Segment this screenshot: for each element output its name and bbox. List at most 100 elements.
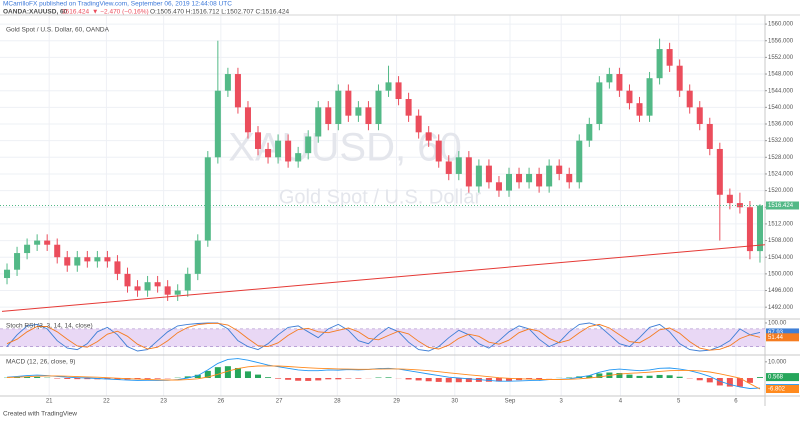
histogram-bar (194, 374, 201, 379)
x-tick-label: 21 (46, 399, 53, 405)
histogram-bar (596, 373, 603, 379)
candle-body (425, 132, 432, 141)
candle-body (14, 253, 21, 270)
histogram-bar (214, 367, 221, 379)
y-tick-label: 1544.000 (768, 88, 794, 94)
histogram-bar (244, 371, 251, 379)
y-tick-label: 10.000 (768, 359, 787, 365)
value-label: 67.93 (768, 330, 784, 336)
y-tick-label: 1508.000 (768, 238, 794, 244)
histogram-bar (74, 378, 81, 380)
candle-body (114, 261, 121, 274)
histogram-bar (626, 374, 633, 379)
x-tick-label: 23 (160, 399, 167, 405)
histogram-bar (455, 378, 462, 383)
candle-body (415, 115, 422, 133)
candle-body (485, 165, 492, 183)
histogram-bar (706, 378, 713, 383)
y-tick-label: 1548.000 (768, 72, 794, 78)
histogram-bar (285, 378, 292, 380)
histogram-bar (405, 378, 412, 380)
y-tick-label: 1500.000 (768, 271, 794, 277)
histogram-bar (84, 378, 91, 380)
candle-body (756, 205, 763, 252)
value-label: 0.568 (768, 375, 784, 381)
histogram-bar (415, 378, 422, 381)
footer: Created with TradingView (3, 411, 77, 418)
histogram-bar (275, 378, 282, 379)
x-tick-label: 29 (393, 399, 400, 405)
last-price: 1516.424 (62, 9, 89, 16)
x-tick-label: 22 (103, 399, 110, 405)
candle-body (275, 140, 282, 158)
histogram-bar (726, 378, 733, 387)
candle-body (546, 165, 553, 187)
y-tick-label: 1536.000 (768, 122, 794, 128)
histogram-bar (114, 378, 121, 380)
change: ▼ −2.470 (−0.16%) (92, 9, 149, 16)
candle-body (596, 82, 603, 124)
histogram-bar (666, 375, 673, 379)
indicator-line (6, 322, 761, 351)
candle-body (676, 65, 683, 91)
value-label: 51.44 (768, 335, 784, 341)
histogram-bar (325, 378, 332, 380)
candle-body (636, 103, 643, 116)
y-tick-label: 1560.000 (768, 22, 794, 28)
x-tick-label: 3 (560, 399, 564, 405)
histogram-bar (204, 370, 211, 379)
histogram-bar (64, 378, 71, 379)
histogram-bar (445, 378, 452, 383)
candle-body (265, 148, 272, 158)
histogram-bar (676, 376, 683, 379)
histogram-bar (295, 378, 302, 381)
histogram-bar (224, 366, 231, 379)
candle-body (646, 78, 653, 116)
histogram-bar (616, 372, 623, 379)
candle-body (305, 136, 312, 154)
histogram-bar (636, 375, 643, 379)
candle-body (385, 82, 392, 91)
candle-body (526, 173, 533, 183)
histogram-bar (656, 374, 663, 379)
publisher: MCarrilloFX published on TradingView.com… (3, 1, 232, 8)
candle-body (285, 140, 292, 162)
candle-body (355, 107, 362, 116)
value-label-box (766, 373, 799, 382)
candle-body (224, 74, 231, 91)
trendline (1, 244, 766, 312)
candle-body (566, 173, 573, 183)
histogram-bar (315, 378, 322, 381)
x-tick-label: 6 (734, 399, 738, 405)
candle-body (104, 257, 111, 262)
candle-body (465, 157, 472, 187)
histogram-bar (736, 378, 743, 387)
x-tick-label: Sep (505, 399, 516, 405)
pane-title: Stoch RSI (3, 3, 14, 14, close) (6, 323, 93, 330)
symbol: OANDA:XAUUSD, 60 (3, 9, 68, 16)
candle-body (445, 161, 452, 174)
histogram-bar (505, 378, 513, 381)
y-tick-label: 1556.000 (768, 38, 794, 44)
candle-body (656, 49, 663, 79)
candle-body (74, 257, 81, 266)
candle-body (626, 90, 633, 104)
value-label: -6.802 (768, 387, 786, 393)
candle-body (194, 240, 201, 274)
y-tick-label: 1552.000 (768, 55, 794, 61)
candle-body (726, 194, 733, 204)
candle-body (204, 157, 211, 241)
candle-body (244, 107, 251, 133)
x-tick-label: 30 (451, 399, 458, 405)
x-tick-label: 4 (619, 399, 623, 405)
candle-body (295, 153, 302, 162)
x-tick-label: 28 (334, 399, 341, 405)
candle-body (696, 107, 703, 124)
histogram-bar (536, 378, 543, 379)
histogram-bar (716, 378, 723, 386)
candle-body (64, 257, 71, 266)
candle-body (144, 282, 151, 291)
candle-body (395, 82, 402, 100)
candle-body (174, 290, 181, 295)
histogram-bar (485, 378, 492, 382)
